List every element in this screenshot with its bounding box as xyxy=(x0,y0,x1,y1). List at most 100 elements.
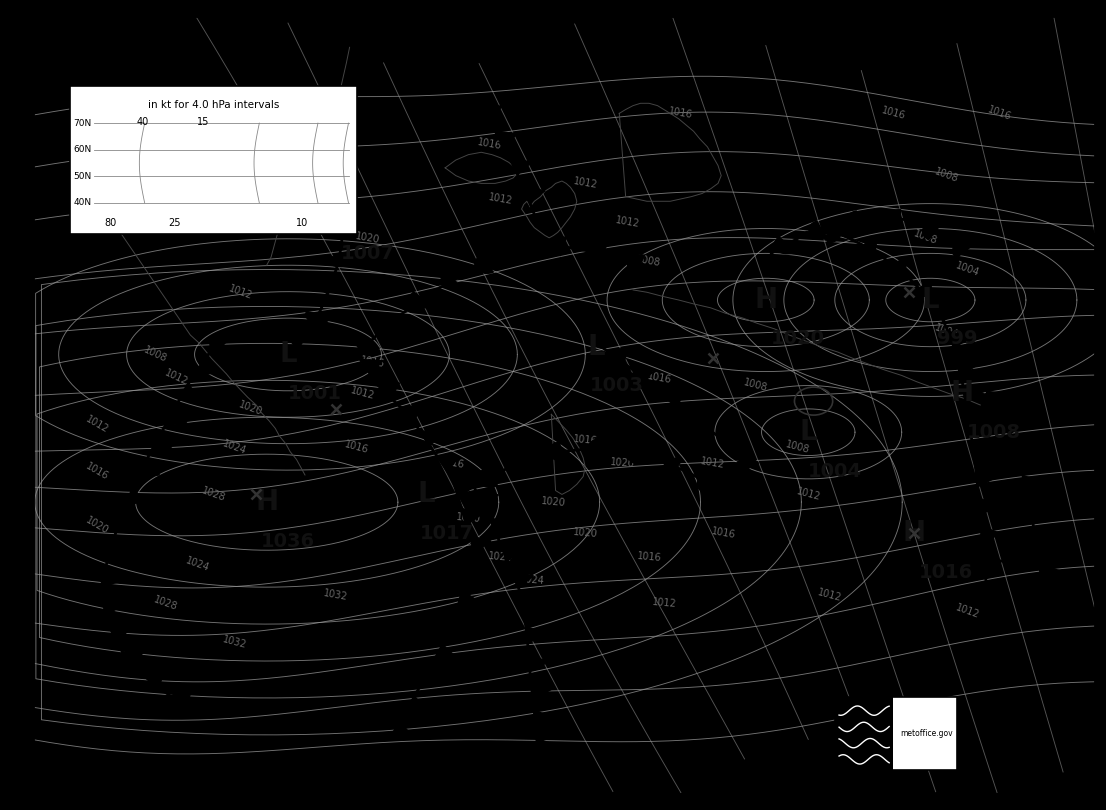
Polygon shape xyxy=(526,626,546,643)
Bar xyxy=(71,86,357,234)
Polygon shape xyxy=(1043,593,1063,610)
Text: 1004: 1004 xyxy=(954,260,981,278)
Text: 1012: 1012 xyxy=(700,456,726,471)
Polygon shape xyxy=(950,331,971,348)
Polygon shape xyxy=(461,509,482,525)
Polygon shape xyxy=(968,415,989,431)
Polygon shape xyxy=(936,305,958,322)
Polygon shape xyxy=(511,453,528,471)
Text: 1012: 1012 xyxy=(488,192,513,206)
Text: H: H xyxy=(951,379,973,407)
Polygon shape xyxy=(972,442,992,459)
Text: 1012: 1012 xyxy=(572,177,598,190)
Text: 1028: 1028 xyxy=(200,485,227,503)
Polygon shape xyxy=(382,313,403,329)
Polygon shape xyxy=(627,255,645,273)
Polygon shape xyxy=(664,458,682,476)
Text: 1008: 1008 xyxy=(142,345,168,364)
Polygon shape xyxy=(827,224,841,243)
Polygon shape xyxy=(887,210,900,228)
Text: 1016: 1016 xyxy=(647,371,672,385)
Polygon shape xyxy=(982,554,1003,571)
Polygon shape xyxy=(420,431,442,446)
Polygon shape xyxy=(531,682,551,699)
Polygon shape xyxy=(104,598,124,615)
Text: 1016: 1016 xyxy=(361,355,386,369)
Polygon shape xyxy=(107,543,128,560)
Polygon shape xyxy=(922,222,942,240)
Text: in kt for 4.0 hPa intervals: in kt for 4.0 hPa intervals xyxy=(148,100,280,110)
Polygon shape xyxy=(734,458,759,472)
Polygon shape xyxy=(774,237,795,254)
Text: 1016: 1016 xyxy=(880,105,906,121)
Polygon shape xyxy=(979,498,999,515)
Polygon shape xyxy=(523,186,545,202)
Text: 1012: 1012 xyxy=(816,587,843,603)
Polygon shape xyxy=(1030,505,1050,522)
Text: 1036: 1036 xyxy=(261,531,315,551)
Polygon shape xyxy=(377,383,399,398)
Polygon shape xyxy=(420,671,442,686)
Polygon shape xyxy=(361,360,383,374)
Polygon shape xyxy=(356,337,379,352)
Text: 1024: 1024 xyxy=(221,439,248,457)
Polygon shape xyxy=(630,369,653,385)
Polygon shape xyxy=(1040,564,1060,580)
Polygon shape xyxy=(686,412,708,428)
Polygon shape xyxy=(410,292,431,308)
Text: 1020: 1020 xyxy=(84,515,111,536)
Text: 1008: 1008 xyxy=(742,377,769,394)
Polygon shape xyxy=(957,359,978,376)
Polygon shape xyxy=(450,618,471,634)
Text: 1007: 1007 xyxy=(341,244,395,263)
Text: 1016: 1016 xyxy=(919,563,973,582)
Polygon shape xyxy=(856,237,876,254)
Text: 1020: 1020 xyxy=(238,400,264,418)
Polygon shape xyxy=(512,572,533,588)
Polygon shape xyxy=(169,692,191,707)
Polygon shape xyxy=(470,536,491,552)
Polygon shape xyxy=(975,470,995,487)
Polygon shape xyxy=(421,121,444,136)
Polygon shape xyxy=(588,438,603,457)
Polygon shape xyxy=(1002,419,1024,435)
Text: 1016: 1016 xyxy=(84,461,109,482)
Polygon shape xyxy=(466,563,487,580)
Text: 15: 15 xyxy=(197,117,209,127)
Text: 1012: 1012 xyxy=(164,368,190,387)
Polygon shape xyxy=(474,256,493,273)
Polygon shape xyxy=(522,599,542,616)
Text: 1008: 1008 xyxy=(636,254,661,268)
Text: 1008: 1008 xyxy=(784,440,811,456)
Polygon shape xyxy=(122,650,144,666)
Text: 1004: 1004 xyxy=(807,462,862,480)
Text: 1032: 1032 xyxy=(323,588,348,603)
Text: 1012: 1012 xyxy=(227,284,253,301)
Polygon shape xyxy=(116,516,137,532)
Polygon shape xyxy=(1015,447,1036,463)
Polygon shape xyxy=(477,492,499,508)
Polygon shape xyxy=(549,442,563,461)
Text: 1024: 1024 xyxy=(185,556,211,573)
Text: 1004: 1004 xyxy=(933,322,960,340)
Polygon shape xyxy=(987,391,1009,407)
Polygon shape xyxy=(480,104,502,119)
Text: 1012: 1012 xyxy=(84,414,111,435)
Text: 1016: 1016 xyxy=(573,434,598,446)
Polygon shape xyxy=(987,582,1006,599)
Text: 40: 40 xyxy=(136,117,148,127)
Polygon shape xyxy=(808,221,826,239)
Text: 1024: 1024 xyxy=(488,551,513,563)
Text: 80: 80 xyxy=(105,218,117,228)
Text: 10: 10 xyxy=(295,218,307,228)
Polygon shape xyxy=(150,437,173,452)
Polygon shape xyxy=(285,334,307,349)
Text: H: H xyxy=(902,519,926,548)
Text: 1008: 1008 xyxy=(933,167,960,185)
Text: L: L xyxy=(337,204,355,232)
Polygon shape xyxy=(963,386,983,403)
Text: 1028: 1028 xyxy=(153,595,179,612)
Text: 70N: 70N xyxy=(73,118,92,128)
Polygon shape xyxy=(908,283,931,297)
Polygon shape xyxy=(452,99,473,115)
